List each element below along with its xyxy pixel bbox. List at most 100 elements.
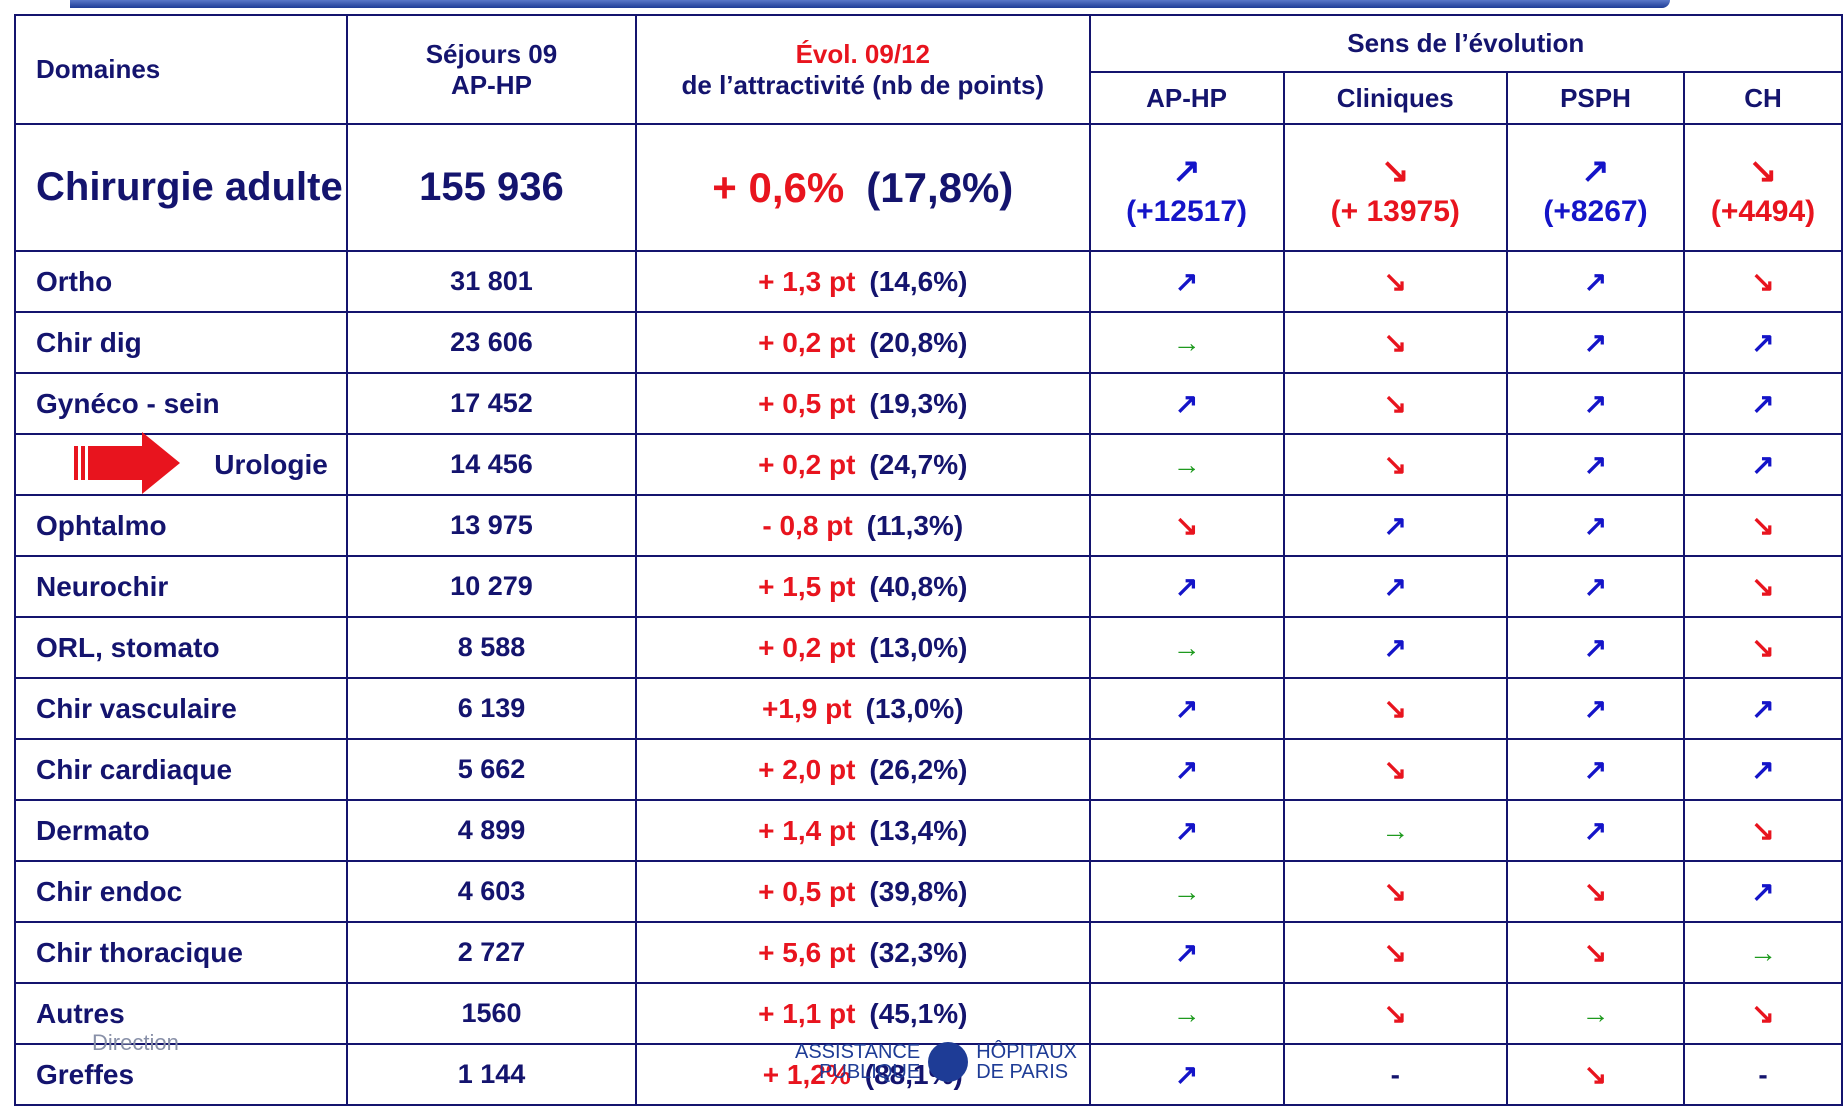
trend-cell: → bbox=[1505, 982, 1686, 1045]
evol-value: - 0,8 pt bbox=[762, 509, 853, 541]
evol-share: (13,0%) bbox=[865, 692, 964, 724]
evol-value: + 0,2 pt bbox=[758, 326, 856, 358]
header-text: Séjours 09 bbox=[425, 38, 558, 69]
trend-arrow: ↘ bbox=[1748, 151, 1778, 190]
evol-value: + 0,5 pt bbox=[758, 387, 856, 419]
trend-cell: ↗ bbox=[1505, 372, 1686, 435]
evol-value: + 1,1 pt bbox=[758, 997, 856, 1029]
row-pointer-arrow bbox=[74, 432, 180, 494]
data-row: Chir thoracique 2 727 + 5,6 pt (32,3%) ↗ ↘ ↘ → bbox=[14, 921, 1843, 984]
total-row: Chirurgie adulte 155 936 + 0,6% (17,8%) ↗ (+1… bbox=[14, 123, 1843, 252]
trend-cell: ↗ bbox=[1088, 677, 1285, 740]
trend-value: (+8267) bbox=[1543, 194, 1648, 228]
trend-cell: ↗ bbox=[1282, 494, 1508, 557]
trend-cell: ↘ bbox=[1282, 677, 1508, 740]
domain-cell: Neurochir bbox=[14, 555, 348, 618]
stays-cell: 4 899 bbox=[345, 799, 638, 862]
stays-cell: 4 603 bbox=[345, 860, 638, 923]
evol-share: (40,8%) bbox=[869, 570, 968, 602]
trend-cell: ↘ bbox=[1282, 921, 1508, 984]
domain-cell: Autres bbox=[14, 982, 348, 1045]
stays-cell: 14 456 bbox=[345, 433, 638, 496]
stays-cell: 1560 bbox=[345, 982, 638, 1045]
trend-cell: ↘ bbox=[1683, 982, 1843, 1045]
domain-cell: Chir cardiaque bbox=[14, 738, 348, 801]
top-line bbox=[70, 0, 1670, 8]
stays-cell: 17 452 bbox=[345, 372, 638, 435]
stays-cell: 23 606 bbox=[345, 311, 638, 374]
evol-cell: + 0,6% (17,8%) bbox=[635, 123, 1091, 252]
data-row: Chir endoc 4 603 + 0,5 pt (39,8%) → ↘ ↘ ↗ bbox=[14, 860, 1843, 923]
evol-value: + 0,2 pt bbox=[758, 631, 856, 663]
trend-cell: ↗ bbox=[1683, 860, 1843, 923]
trend-arrow: ↘ bbox=[1381, 151, 1410, 190]
trend-cell: ↘ bbox=[1282, 433, 1508, 496]
header-text: Évol. 09/12 bbox=[795, 38, 930, 69]
evol-value: + 1,3 pt bbox=[758, 265, 856, 297]
trend-cell: ↘ (+4494) bbox=[1683, 123, 1843, 252]
domain-cell: Chirurgie adulte bbox=[14, 123, 348, 252]
data-row: Dermato 4 899 + 1,4 pt (13,4%) ↗ → ↗ ↘ bbox=[14, 799, 1843, 862]
evol-cell: + 0,5 pt (19,3%) bbox=[635, 372, 1091, 435]
trend-cell: ↗ bbox=[1088, 799, 1285, 862]
domain-cell: Chir vasculaire bbox=[14, 677, 348, 740]
header-text: Domaines bbox=[36, 54, 161, 84]
trend-cell: ↗ bbox=[1505, 616, 1686, 679]
header-text: AP-HP bbox=[451, 69, 532, 100]
trend-cell: → bbox=[1088, 860, 1285, 923]
evol-share: (14,6%) bbox=[869, 265, 968, 297]
trend-cell: ↘ bbox=[1282, 250, 1508, 313]
header-text: de l’attractivité (nb de points) bbox=[681, 69, 1045, 100]
evol-share: (13,0%) bbox=[869, 631, 968, 663]
trend-cell: ↘ bbox=[1088, 494, 1285, 557]
stays-cell: 8 588 bbox=[345, 616, 638, 679]
logo: ASSISTANCE PUBLIQUE HÔPITAUX DE PARIS bbox=[795, 1040, 1077, 1084]
table: Domaines Séjours 09 AP-HP Évol. 09/12 de l… bbox=[14, 14, 1843, 1106]
trend-cell: → bbox=[1088, 982, 1285, 1045]
trend-cell: ↗ bbox=[1683, 433, 1843, 496]
trend-cell: ↗ bbox=[1683, 372, 1843, 435]
evol-cell: + 1,3 pt (14,6%) bbox=[635, 250, 1091, 313]
trend-cell: ↘ bbox=[1282, 311, 1508, 374]
evol-share: (11,3%) bbox=[866, 509, 964, 541]
logo-text: ASSISTANCE bbox=[795, 1041, 921, 1063]
domain-cell: ORL, stomato bbox=[14, 616, 348, 679]
evol-value: + 0,5 pt bbox=[758, 875, 856, 907]
domain-cell: Urologie bbox=[14, 433, 348, 496]
trend-cell: ↗ bbox=[1683, 677, 1843, 740]
trend-cell: ↗ bbox=[1088, 921, 1285, 984]
trend-cell: ↘ bbox=[1505, 921, 1686, 984]
stays-cell: 13 975 bbox=[345, 494, 638, 557]
header-cell: AP-HP bbox=[1088, 71, 1285, 125]
evol-value: + 1,5 pt bbox=[758, 570, 856, 602]
evol-value: + 1,4 pt bbox=[758, 814, 856, 846]
evol-value: + 0,2 pt bbox=[758, 448, 856, 480]
trend-cell: → bbox=[1088, 311, 1285, 374]
evol-share: (32,3%) bbox=[869, 936, 968, 968]
trend-cell: ↘ bbox=[1683, 799, 1843, 862]
logo-text: PUBLIQUE bbox=[819, 1061, 921, 1083]
trend-cell: ↗ bbox=[1683, 738, 1843, 801]
evol-share: (13,4%) bbox=[869, 814, 968, 846]
evol-share: (39,8%) bbox=[869, 875, 968, 907]
trend-cell: ↗ bbox=[1505, 555, 1686, 618]
header-cell: Évol. 09/12 de l’attractivité (nb de poin… bbox=[635, 14, 1091, 125]
evol-cell: + 0,2 pt (20,8%) bbox=[635, 311, 1091, 374]
evol-cell: + 1,1 pt (45,1%) bbox=[635, 982, 1091, 1045]
trend-cell: ↗ bbox=[1505, 250, 1686, 313]
evol-value: + 2,0 pt bbox=[758, 753, 856, 785]
data-row: Chir cardiaque 5 662 + 2,0 pt (26,2%) ↗ ↘ ↗ ↗ bbox=[14, 738, 1843, 801]
evol-cell: + 2,0 pt (26,2%) bbox=[635, 738, 1091, 801]
header-cell: Domaines bbox=[14, 14, 348, 125]
header-cell: Sens de l’évolution bbox=[1088, 14, 1843, 73]
domain-cell: Ophtalmo bbox=[14, 494, 348, 557]
domain-cell: Chir dig bbox=[14, 311, 348, 374]
trend-cell: ↗ bbox=[1088, 555, 1285, 618]
header-cell: CH bbox=[1683, 71, 1843, 125]
trend-arrow: ↗ bbox=[1581, 151, 1610, 190]
footer-text: Direction bbox=[92, 1030, 179, 1055]
header-cell: PSPH bbox=[1505, 71, 1686, 125]
trend-cell: ↘ (+ 13975) bbox=[1282, 123, 1508, 252]
data-row: Gynéco - sein 17 452 + 0,5 pt (19,3%) ↗ ↘ ↗ ↗ bbox=[14, 372, 1843, 435]
